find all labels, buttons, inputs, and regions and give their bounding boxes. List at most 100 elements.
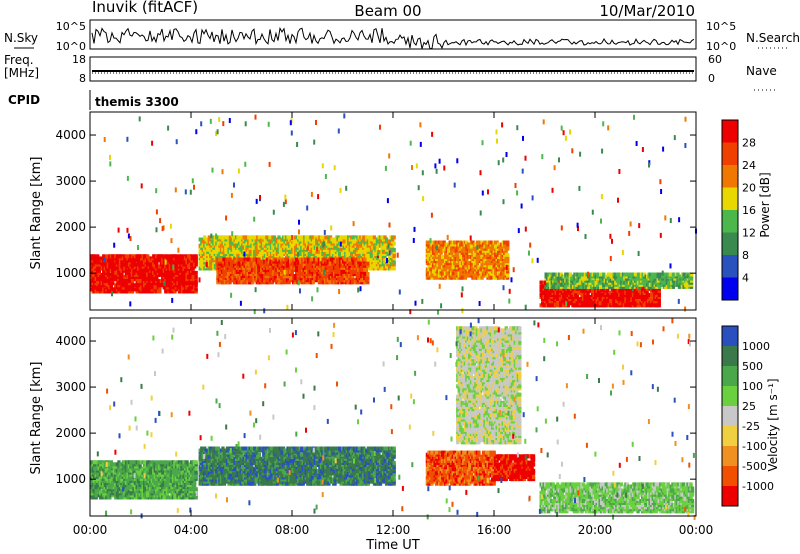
- scatter-cell: [174, 266, 179, 271]
- scatter-cell: [327, 241, 331, 246]
- scatter-cell: [489, 261, 493, 266]
- scatter-cell: [207, 264, 211, 269]
- scatter-cell: [273, 257, 278, 262]
- scatter-cell: [556, 288, 560, 293]
- scatter-cell: [364, 267, 368, 272]
- scatter-cell: [249, 265, 253, 270]
- scatter-cell: [357, 280, 361, 285]
- scatter-cell: [489, 275, 493, 280]
- scatter-cell: [430, 261, 434, 266]
- scatter-cell: [276, 267, 281, 272]
- scatter-cell: [251, 259, 255, 264]
- scatter-cell: [383, 266, 387, 271]
- scatter-cell: [266, 249, 270, 254]
- scatter-cell: [503, 267, 507, 272]
- scatter-cell: [272, 241, 277, 246]
- scatter-cell: [285, 278, 290, 283]
- scatter-cell: [315, 243, 319, 248]
- scatter-cell: [158, 289, 162, 294]
- scatter-cell: [378, 243, 383, 248]
- scatter-cell: [194, 281, 198, 286]
- scatter-cell: [243, 257, 247, 262]
- scatter-cell: [324, 239, 328, 244]
- scatter-cell: [447, 261, 451, 266]
- scatter-cell: [471, 259, 475, 264]
- scatter-cell: [340, 280, 344, 285]
- scatter-cell: [108, 266, 112, 271]
- nave-label: Nave: [746, 64, 777, 78]
- scatter-cell: [253, 252, 257, 256]
- scatter-cell: [391, 237, 395, 242]
- scatter-cell: [469, 246, 474, 251]
- scatter-cell: [216, 249, 221, 254]
- scatter-cell: [503, 261, 507, 266]
- scatter-cell: [251, 280, 255, 285]
- scatter-cell: [339, 247, 343, 252]
- scatter-cell: [454, 252, 458, 257]
- scatter-cell: [460, 244, 464, 249]
- scatter-cell: [591, 299, 595, 304]
- scatter-cell: [273, 274, 278, 279]
- scatter-cell: [102, 254, 106, 259]
- scatter-cell: [305, 265, 309, 270]
- scatter-cell: [483, 269, 487, 274]
- scatter-cell: [272, 265, 276, 270]
- scatter-cell: [235, 274, 240, 279]
- scatter-cell: [328, 245, 333, 250]
- scatter-cell: [463, 275, 467, 280]
- scatter-cell: [124, 260, 129, 265]
- scatter-cell: [559, 297, 563, 302]
- scatter-cell: [454, 267, 458, 272]
- scatter-cell: [347, 235, 351, 240]
- scatter-cell: [275, 243, 280, 248]
- scatter-cell: [477, 275, 481, 280]
- scatter-cell: [103, 281, 107, 286]
- scatter-cell: [94, 266, 98, 271]
- scatter-cell: [182, 254, 186, 259]
- scatter-cell: [361, 274, 365, 279]
- scatter-cell: [97, 262, 101, 267]
- scatter-cell: [209, 249, 213, 254]
- scatter-cell: [487, 259, 492, 264]
- scatter-cell: [504, 248, 508, 253]
- scatter-cell: [442, 246, 446, 251]
- scatter-cell: [114, 289, 118, 294]
- scatter-cell: [459, 259, 463, 264]
- scatter-cell: [221, 243, 225, 248]
- scatter-cell: [586, 290, 590, 295]
- scatter-cell: [94, 281, 98, 286]
- scatter-cell: [230, 256, 234, 261]
- scatter-cell: [111, 260, 115, 265]
- scatter-cell: [299, 259, 303, 264]
- scatter-cell: [146, 260, 150, 265]
- scatter-cell: [130, 254, 135, 259]
- scatter-cell: [298, 249, 302, 254]
- scatter-cell: [541, 290, 545, 295]
- scatter-cell: [260, 280, 264, 285]
- scatter-cell: [295, 267, 299, 272]
- scatter-cell: [483, 263, 487, 268]
- scatter-cell: [506, 252, 510, 257]
- scatter-cell: [126, 270, 130, 275]
- scatter-cell: [270, 274, 275, 279]
- scatter-cell: [97, 266, 101, 271]
- scatter-cell: [177, 275, 182, 279]
- scatter-cell: [366, 272, 370, 276]
- scatter-cell: [111, 281, 115, 286]
- scatter-cell: [478, 269, 483, 274]
- scatter-cell: [103, 275, 107, 279]
- scatter-cell: [217, 265, 222, 270]
- scatter-cell: [194, 254, 198, 259]
- scatter-cell: [547, 297, 551, 302]
- scatter-cell: [562, 299, 566, 304]
- scatter-cell: [360, 267, 364, 272]
- scatter-cell: [465, 246, 469, 251]
- scatter-cell: [445, 242, 449, 247]
- scatter-cell: [191, 283, 195, 288]
- scatter-cell: [383, 254, 387, 259]
- noise-right-tick-bottom: 10^0: [706, 40, 736, 53]
- scatter-cell: [248, 241, 252, 246]
- scatter-cell: [97, 256, 101, 261]
- scatter-cell: [462, 252, 466, 257]
- scatter-cell: [155, 275, 159, 279]
